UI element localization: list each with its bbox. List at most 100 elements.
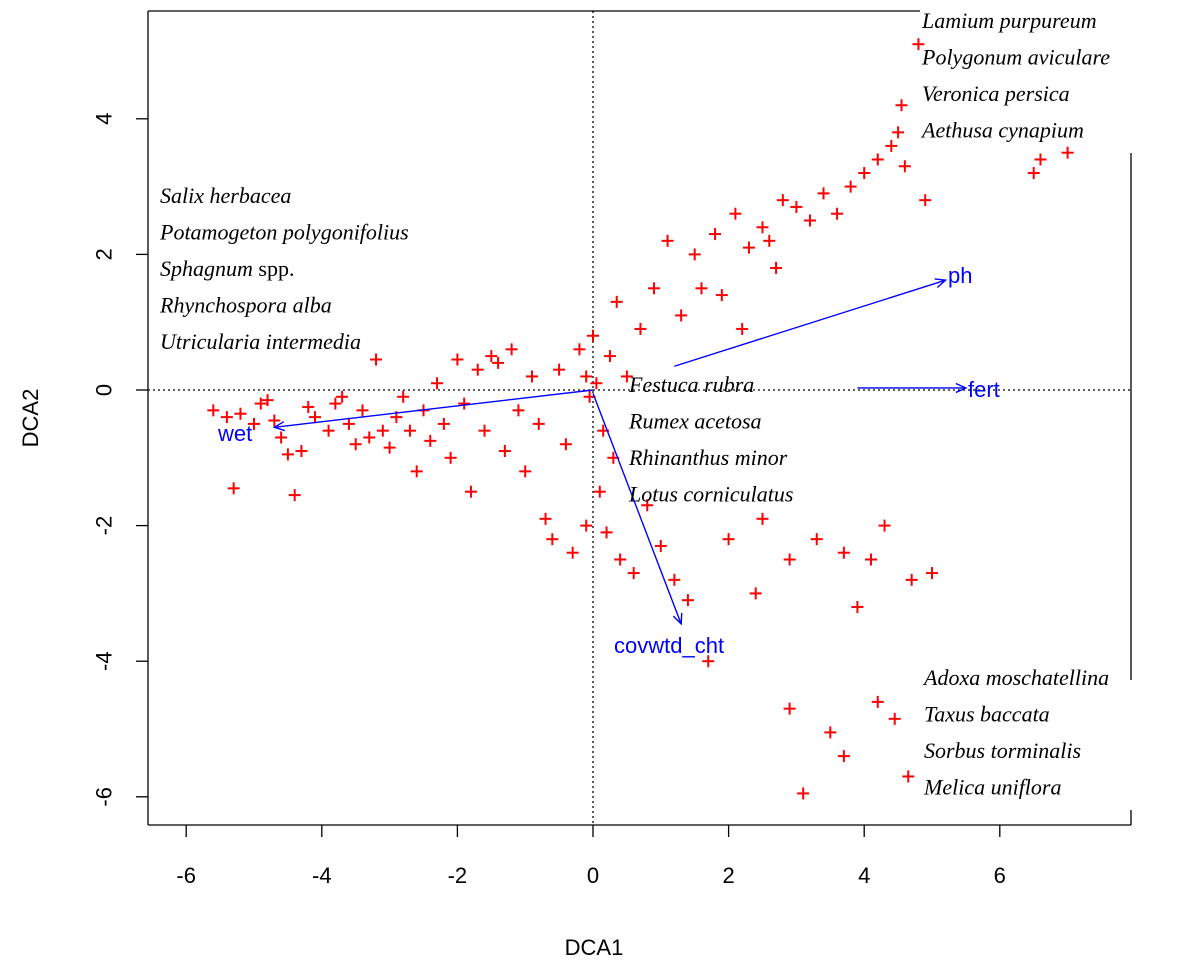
y-tick-label: -6 xyxy=(92,787,117,807)
site-point xyxy=(715,289,728,302)
vector-label: fert xyxy=(968,377,1000,402)
site-point xyxy=(912,38,925,51)
site-point xyxy=(695,282,708,295)
vector-label: covwtd_cht xyxy=(614,633,724,658)
site-point xyxy=(770,261,783,274)
site-point xyxy=(268,414,281,427)
site-point xyxy=(295,445,308,458)
site-point xyxy=(261,394,274,407)
site-point xyxy=(851,600,864,613)
site-point xyxy=(756,221,769,234)
y-tick-label: -4 xyxy=(92,651,117,671)
vector-wet: wet xyxy=(217,389,594,446)
site-point xyxy=(661,234,674,247)
site-point xyxy=(871,695,884,708)
site-point xyxy=(546,533,559,546)
species-label: Festuca rubra xyxy=(628,372,754,397)
species-label: Veronica persica xyxy=(922,81,1070,106)
vector-label: ph xyxy=(948,263,972,288)
site-point xyxy=(478,424,491,437)
site-point xyxy=(505,343,518,356)
site-point xyxy=(580,370,593,383)
site-point xyxy=(614,553,627,566)
species-group-top-right: Lamium purpureum Polygonum aviculare Veron… xyxy=(920,8,1110,143)
site-point xyxy=(824,726,837,739)
y-tick-label: 0 xyxy=(92,384,117,396)
species-label: Polygonum aviculare xyxy=(921,45,1110,70)
site-point xyxy=(648,282,661,295)
site-point xyxy=(729,207,742,220)
site-point xyxy=(220,411,233,424)
site-point xyxy=(356,404,369,417)
site-point xyxy=(749,587,762,600)
x-tick-label: -6 xyxy=(176,863,196,888)
site-point xyxy=(437,417,450,430)
site-point xyxy=(309,411,322,424)
site-point xyxy=(590,377,603,390)
site-point xyxy=(227,482,240,495)
x-tick-label: 0 xyxy=(587,863,599,888)
site-point xyxy=(451,353,464,366)
site-point xyxy=(519,465,532,478)
site-point xyxy=(553,363,566,376)
species-label: Sorbus torminalis xyxy=(924,738,1081,763)
species-group-upper-left: Salix herbacea Potamogeton polygonifolius… xyxy=(159,183,409,354)
species-label: Utricularia intermedia xyxy=(160,329,361,354)
site-point xyxy=(1034,153,1047,166)
site-point xyxy=(895,99,908,112)
site-point xyxy=(281,448,294,461)
environmental-vectors: ph fert wet covwtd_cht xyxy=(217,263,1000,658)
site-point xyxy=(627,567,640,580)
site-point xyxy=(431,377,444,390)
site-point xyxy=(566,546,579,559)
site-point xyxy=(302,400,315,413)
species-label: Rhinanthus minor xyxy=(628,445,788,470)
species-label: Adoxa moschatellina xyxy=(922,665,1109,690)
site-point xyxy=(370,353,383,366)
vector-covwtd_cht: covwtd_cht xyxy=(592,393,724,658)
x-tick-label: -2 xyxy=(448,863,468,888)
site-point xyxy=(329,397,342,410)
site-point xyxy=(803,214,816,227)
site-point xyxy=(620,370,633,383)
species-label: Potamogeton polygonifolius xyxy=(159,220,409,245)
site-point xyxy=(383,441,396,454)
site-point xyxy=(275,431,288,444)
site-point xyxy=(234,407,247,420)
x-tick-label: -4 xyxy=(312,863,332,888)
site-point xyxy=(492,356,505,369)
site-point xyxy=(905,573,918,586)
site-point xyxy=(817,187,830,200)
site-point xyxy=(322,424,335,437)
site-point xyxy=(797,787,810,800)
site-point xyxy=(831,207,844,220)
site-point xyxy=(681,594,694,607)
site-point xyxy=(783,702,796,715)
site-point xyxy=(363,431,376,444)
site-point xyxy=(810,533,823,546)
site-point xyxy=(783,553,796,566)
site-point xyxy=(207,404,220,417)
y-axis: -6 -4 -2 0 2 4 xyxy=(92,113,148,807)
site-point xyxy=(654,539,667,552)
site-point xyxy=(349,438,362,451)
site-point xyxy=(336,390,349,403)
x-tick-label: 2 xyxy=(722,863,734,888)
site-point xyxy=(397,390,410,403)
vector-ph: ph xyxy=(674,263,972,367)
site-point xyxy=(926,567,938,580)
species-label: Taxus baccata xyxy=(924,702,1050,727)
site-point xyxy=(410,465,423,478)
site-point xyxy=(722,533,735,546)
species-label: Aethusa cynapium xyxy=(920,118,1084,143)
x-axis: -6 -4 -2 0 2 4 6 xyxy=(176,825,1006,888)
site-point xyxy=(1027,167,1040,180)
site-point xyxy=(288,489,301,502)
species-labels: Lamium purpureum Polygonum aviculare Veron… xyxy=(159,8,1110,800)
site-point xyxy=(844,180,857,193)
site-point xyxy=(485,350,498,363)
species-group-center: Festuca rubra Rumex acetosa Rhinanthus min… xyxy=(628,372,793,507)
species-label: Sphagnum spp. xyxy=(160,256,294,281)
site-point xyxy=(878,519,891,532)
site-point xyxy=(634,322,647,335)
